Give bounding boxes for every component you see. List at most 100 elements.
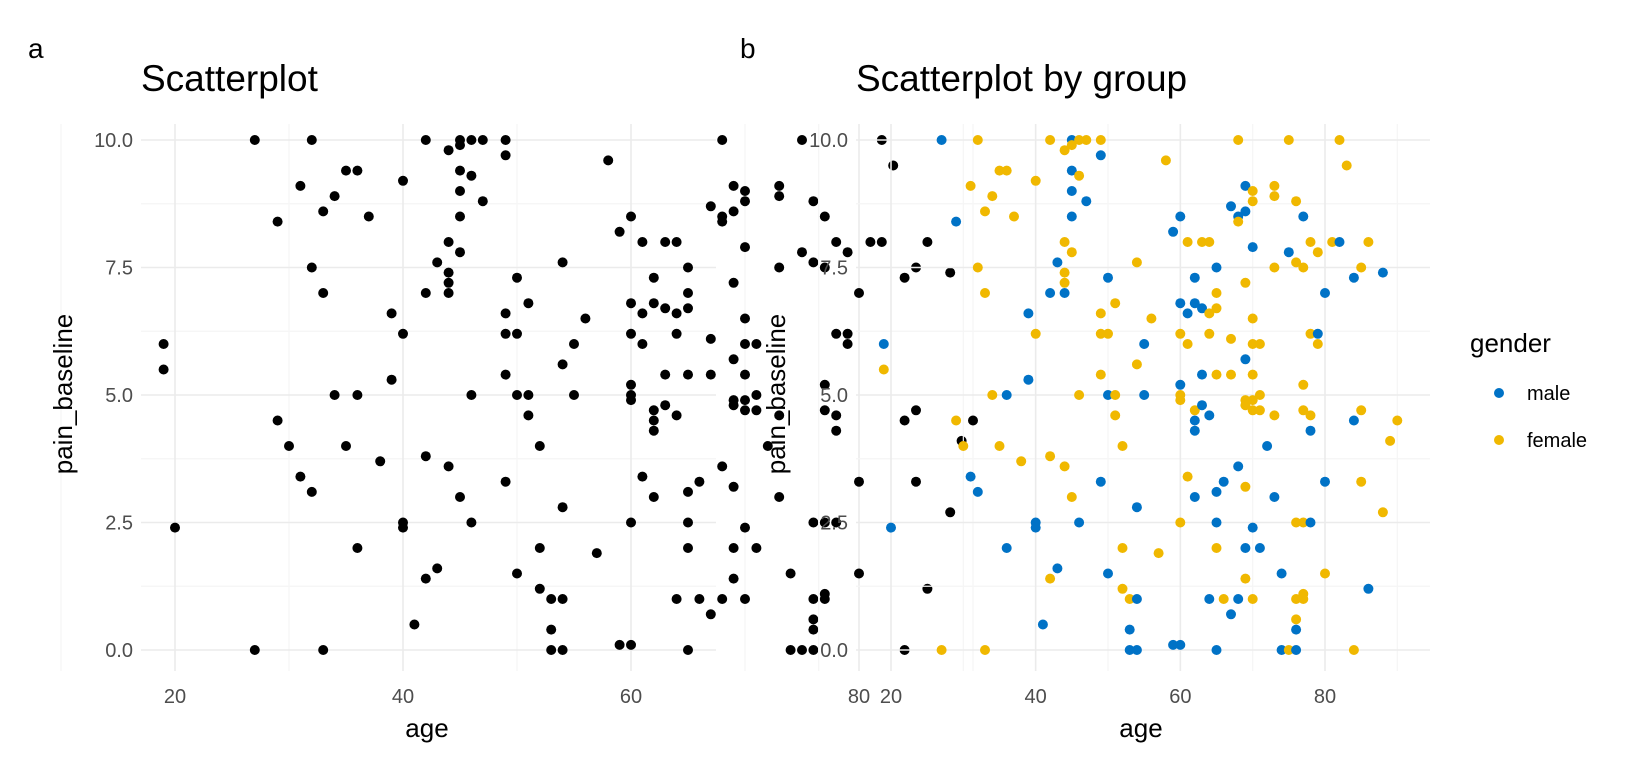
data-point-male [1103, 390, 1113, 400]
data-point-male [1030, 522, 1041, 533]
data-point [660, 400, 671, 411]
data-point-female [1059, 145, 1070, 156]
data-point-male [1052, 257, 1063, 268]
data-point [249, 135, 260, 145]
data-point-female [1110, 298, 1121, 309]
data-point-male [936, 135, 947, 145]
data-point-female [1291, 257, 1302, 268]
data-point-female [1211, 543, 1222, 553]
legend-label-female: female [1527, 430, 1587, 452]
data-point-female [1269, 191, 1280, 202]
data-point [352, 390, 363, 400]
data-point-male [1066, 211, 1077, 222]
data-point [341, 441, 351, 451]
data-point [808, 517, 819, 528]
data-point [398, 175, 408, 186]
data-point [386, 308, 397, 319]
data-point [341, 165, 351, 176]
data-point-female [1204, 328, 1215, 339]
data-point [546, 624, 557, 635]
data-point-male [1103, 568, 1113, 579]
data-point [455, 247, 465, 258]
data-point-female [1298, 517, 1309, 528]
data-point-male [951, 216, 962, 227]
data-point-male [1066, 186, 1077, 196]
data-point-male [1023, 374, 1034, 385]
data-point [500, 369, 511, 380]
data-point-female [1341, 160, 1352, 171]
data-point-male [1305, 517, 1316, 528]
data-point-female [980, 206, 990, 217]
data-point-male [1182, 308, 1193, 319]
data-point [831, 410, 842, 421]
data-point [272, 415, 283, 426]
data-point-female [1291, 517, 1302, 528]
data-point-male [1197, 400, 1207, 411]
data-point-female [1095, 135, 1106, 145]
data-point [637, 471, 648, 482]
data-point [626, 517, 636, 528]
data-point-female [1283, 645, 1294, 655]
data-point-male [965, 471, 976, 482]
data-point [922, 237, 933, 247]
data-point-male [1320, 476, 1330, 487]
data-point-female [1030, 328, 1041, 339]
data-point [683, 262, 693, 273]
data-point-female [1066, 140, 1077, 151]
data-point-male [1320, 288, 1330, 298]
panel-a-tag: a [28, 33, 44, 64]
data-point [500, 328, 511, 339]
data-point [671, 594, 682, 604]
data-point [170, 522, 180, 533]
data-point [728, 180, 739, 191]
data-point-female [1131, 257, 1142, 268]
panel-a-y-axis-title: pain_baseline [48, 314, 78, 474]
data-point-female [1016, 456, 1027, 467]
data-point [637, 237, 648, 247]
data-point-male [1052, 563, 1063, 574]
data-point-male [1197, 369, 1207, 380]
data-point-female [958, 441, 969, 451]
x-tick-label: 20 [164, 686, 186, 708]
data-point [728, 400, 739, 411]
data-point-male [1124, 624, 1135, 635]
data-point-male [1240, 180, 1251, 191]
data-point [797, 135, 807, 145]
panel-a: a Scatterplot 0.02.55.07.510.0 20 40 60 80 … [28, 33, 978, 743]
data-point-female [1059, 267, 1070, 278]
data-point [158, 364, 169, 375]
data-point-female [1059, 237, 1070, 247]
data-point [614, 639, 625, 650]
legend: gender male female [1470, 328, 1587, 452]
data-point-male [1276, 568, 1287, 579]
data-point [466, 135, 477, 145]
data-point-female [1226, 333, 1236, 344]
data-point-female [1211, 288, 1222, 298]
data-point [671, 410, 682, 421]
data-point-female [1298, 405, 1309, 416]
data-point-female [1298, 379, 1309, 390]
data-point [648, 272, 659, 283]
data-point [831, 517, 842, 528]
data-point [443, 277, 454, 288]
data-point-female [1240, 481, 1251, 492]
data-point [660, 237, 671, 247]
data-point [683, 303, 693, 314]
data-point-male [1240, 206, 1251, 217]
data-point [443, 461, 454, 472]
data-point [694, 476, 705, 487]
data-point-female [1247, 369, 1258, 380]
data-point [740, 522, 750, 533]
data-point-female [1305, 410, 1316, 421]
data-point-female [1211, 303, 1222, 314]
data-point-female [1074, 390, 1085, 400]
data-point [500, 150, 511, 161]
x-tick-label: 60 [620, 686, 642, 708]
data-point-male [1037, 619, 1048, 630]
data-point [466, 517, 477, 528]
data-point-male [1001, 543, 1012, 553]
data-point-male [1095, 150, 1106, 161]
data-point [432, 563, 443, 574]
data-point [819, 211, 830, 222]
